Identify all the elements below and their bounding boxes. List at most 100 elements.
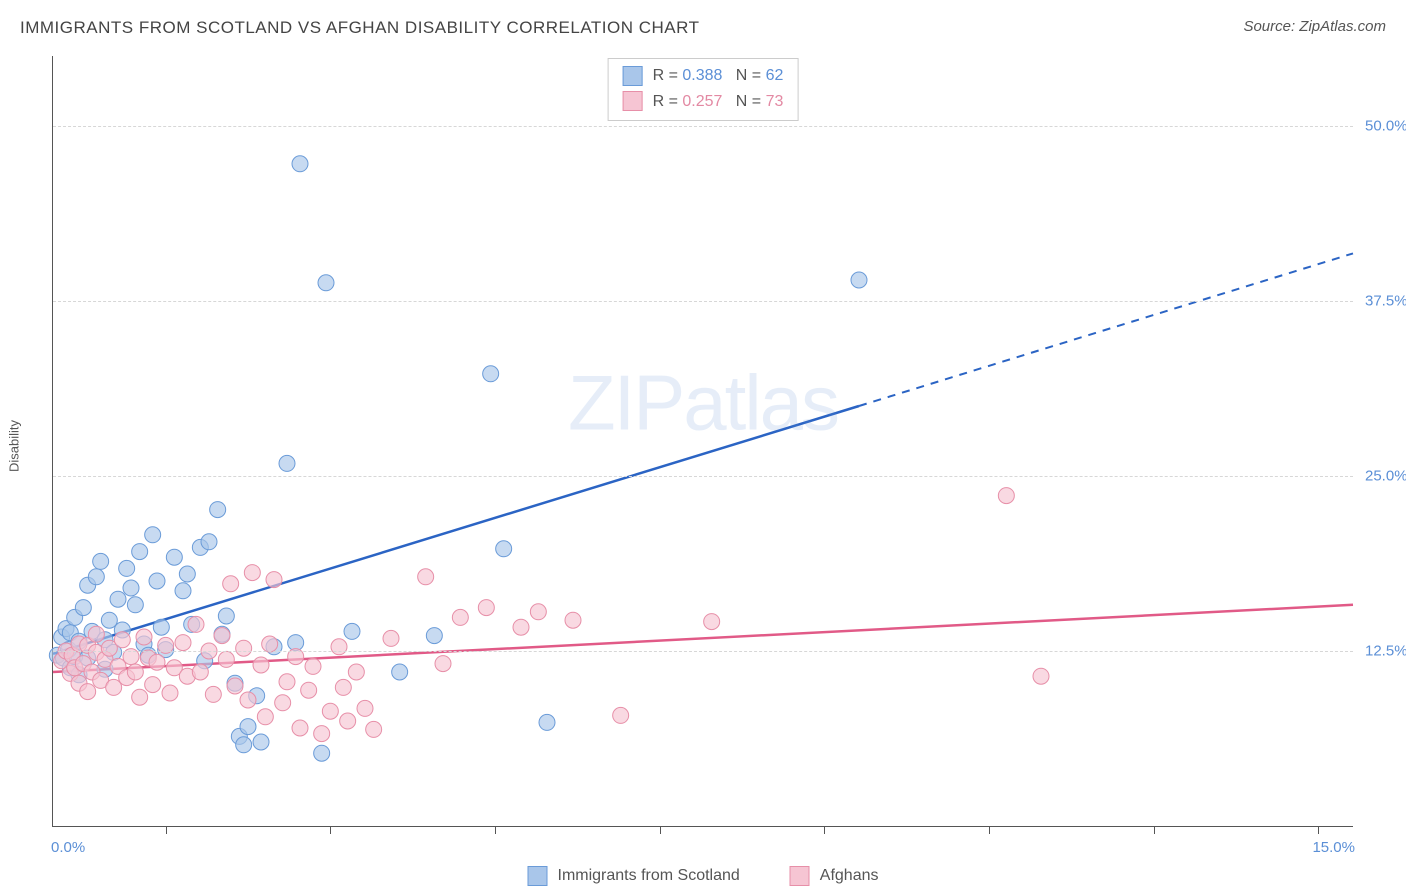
point-afghan bbox=[149, 654, 165, 670]
point-afghan bbox=[998, 488, 1014, 504]
point-scotland bbox=[539, 714, 555, 730]
point-afghan bbox=[275, 695, 291, 711]
point-afghan bbox=[136, 629, 152, 645]
point-scotland bbox=[127, 597, 143, 613]
point-afghan bbox=[145, 677, 161, 693]
legend-item-scotland: Immigrants from Scotland bbox=[528, 866, 740, 886]
point-scotland bbox=[119, 560, 135, 576]
point-afghan bbox=[331, 639, 347, 655]
x-max-label: 15.0% bbox=[1312, 839, 1355, 856]
point-scotland bbox=[93, 553, 109, 569]
point-afghan bbox=[162, 685, 178, 701]
point-afghan bbox=[227, 678, 243, 694]
y-tick-label: 25.0% bbox=[1359, 468, 1406, 485]
chart-title: IMMIGRANTS FROM SCOTLAND VS AFGHAN DISAB… bbox=[20, 18, 699, 37]
point-scotland bbox=[153, 619, 169, 635]
swatch-afghans-icon bbox=[790, 866, 810, 886]
point-afghan bbox=[613, 707, 629, 723]
point-afghan bbox=[106, 679, 122, 695]
swatch-scotland bbox=[623, 66, 643, 86]
point-afghan bbox=[478, 600, 494, 616]
point-afghan bbox=[704, 614, 720, 630]
point-afghan bbox=[435, 656, 451, 672]
point-scotland bbox=[166, 549, 182, 565]
scatter-plot: ZIPatlas 12.5%25.0%37.5%50.0%0.0%15.0% bbox=[52, 56, 1353, 827]
point-afghan bbox=[357, 700, 373, 716]
point-scotland bbox=[314, 745, 330, 761]
legend-row-scotland: R = 0.388 N = 62 bbox=[623, 63, 784, 89]
legend-row-afghans: R = 0.257 N = 73 bbox=[623, 89, 784, 115]
point-scotland bbox=[344, 623, 360, 639]
y-tick-label: 37.5% bbox=[1359, 293, 1406, 310]
point-afghan bbox=[240, 692, 256, 708]
point-afghan bbox=[223, 576, 239, 592]
point-afghan bbox=[383, 630, 399, 646]
point-afghan bbox=[335, 679, 351, 695]
point-scotland bbox=[210, 502, 226, 518]
point-afghan bbox=[340, 713, 356, 729]
y-tick-label: 12.5% bbox=[1359, 643, 1406, 660]
point-afghan bbox=[292, 720, 308, 736]
series-legend: Immigrants from Scotland Afghans bbox=[528, 866, 879, 886]
point-scotland bbox=[236, 737, 252, 753]
point-scotland bbox=[253, 734, 269, 750]
point-afghan bbox=[305, 658, 321, 674]
point-afghan bbox=[530, 604, 546, 620]
point-scotland bbox=[851, 272, 867, 288]
point-afghan bbox=[205, 686, 221, 702]
legend-item-afghans: Afghans bbox=[790, 866, 879, 886]
point-afghan bbox=[348, 664, 364, 680]
point-scotland bbox=[179, 566, 195, 582]
point-afghan bbox=[244, 565, 260, 581]
point-afghan bbox=[418, 569, 434, 585]
swatch-afghans bbox=[623, 91, 643, 111]
point-scotland bbox=[149, 573, 165, 589]
point-afghan bbox=[214, 628, 230, 644]
point-afghan bbox=[301, 682, 317, 698]
point-afghan bbox=[262, 636, 278, 652]
point-afghan bbox=[127, 664, 143, 680]
point-scotland bbox=[279, 455, 295, 471]
point-afghan bbox=[80, 684, 96, 700]
point-scotland bbox=[426, 628, 442, 644]
point-scotland bbox=[392, 664, 408, 680]
point-scotland bbox=[496, 541, 512, 557]
point-afghan bbox=[1033, 668, 1049, 684]
y-tick-label: 50.0% bbox=[1359, 118, 1406, 135]
point-scotland bbox=[123, 580, 139, 596]
swatch-scotland-icon bbox=[528, 866, 548, 886]
x-min-label: 0.0% bbox=[51, 839, 85, 856]
point-afghan bbox=[513, 619, 529, 635]
correlation-legend: R = 0.388 N = 62 R = 0.257 N = 73 bbox=[608, 58, 799, 121]
point-afghan bbox=[236, 640, 252, 656]
point-afghan bbox=[257, 709, 273, 725]
point-afghan bbox=[314, 726, 330, 742]
point-scotland bbox=[201, 534, 217, 550]
point-afghan bbox=[218, 651, 234, 667]
point-scotland bbox=[240, 719, 256, 735]
point-afghan bbox=[192, 664, 208, 680]
point-scotland bbox=[110, 591, 126, 607]
source-label: Source: ZipAtlas.com bbox=[1243, 18, 1386, 35]
point-afghan bbox=[565, 612, 581, 628]
point-afghan bbox=[253, 657, 269, 673]
point-afghan bbox=[88, 626, 104, 642]
point-afghan bbox=[188, 616, 204, 632]
point-afghan bbox=[132, 689, 148, 705]
point-afghan bbox=[175, 635, 191, 651]
point-afghan bbox=[366, 721, 382, 737]
point-scotland bbox=[145, 527, 161, 543]
point-scotland bbox=[75, 600, 91, 616]
point-scotland bbox=[218, 608, 234, 624]
point-scotland bbox=[132, 544, 148, 560]
point-afghan bbox=[322, 703, 338, 719]
point-scotland bbox=[318, 275, 334, 291]
point-afghan bbox=[452, 609, 468, 625]
point-scotland bbox=[483, 366, 499, 382]
point-scotland bbox=[292, 156, 308, 172]
point-scotland bbox=[88, 569, 104, 585]
point-scotland bbox=[101, 612, 117, 628]
point-scotland bbox=[175, 583, 191, 599]
point-afghan bbox=[266, 572, 282, 588]
point-afghan bbox=[279, 674, 295, 690]
